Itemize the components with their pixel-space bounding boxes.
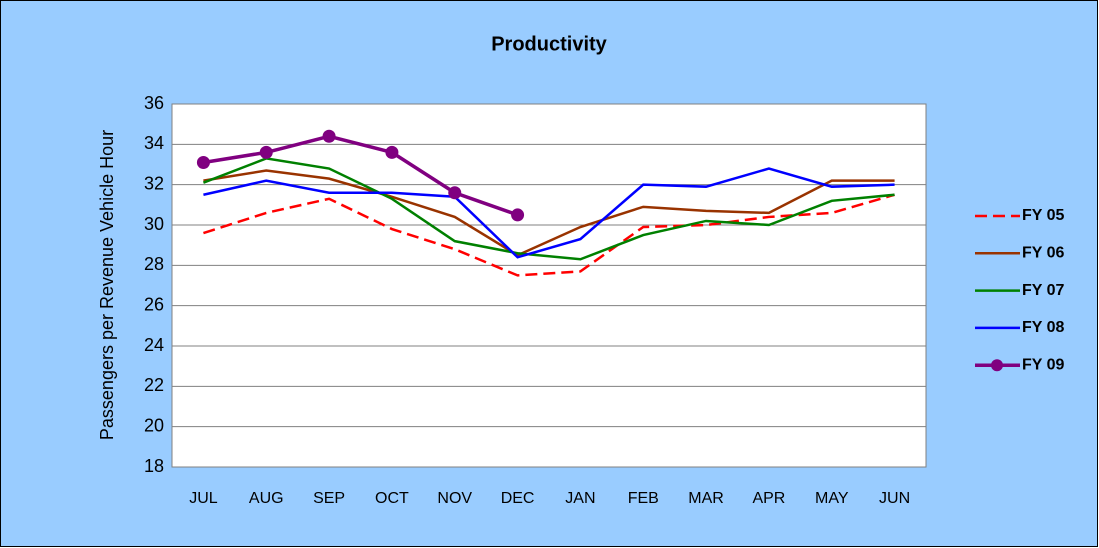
series-line: [203, 169, 895, 257]
series-marker: [259, 145, 273, 159]
x-tick-label: JUN: [879, 490, 910, 507]
x-tick-label: FEB: [628, 490, 659, 507]
series-line: [203, 134, 519, 217]
series-line: [203, 193, 895, 277]
y-tick-label: 28: [144, 254, 164, 274]
x-tick-label: DEC: [501, 490, 535, 507]
x-tick-label: MAY: [815, 490, 849, 507]
x-tick-label: JAN: [565, 490, 595, 507]
x-tick-label: APR: [752, 490, 785, 507]
y-tick-label: 24: [144, 335, 164, 355]
y-tick-label: 32: [144, 173, 164, 193]
legend-label: FY 08: [1022, 319, 1065, 336]
legend-label: FY 05: [1022, 207, 1065, 224]
y-tick-label: 36: [144, 93, 164, 113]
y-tick-label: 18: [144, 456, 164, 476]
x-tick-label: MAR: [688, 490, 724, 507]
y-tick-label: 22: [144, 375, 164, 395]
y-tick-label: 26: [144, 294, 164, 314]
series-line: [203, 167, 895, 259]
x-tick-label: NOV: [437, 490, 472, 507]
x-tick-label: AUG: [249, 490, 284, 507]
y-tick-label: 20: [144, 415, 164, 435]
y-axis-label: Passengers per Revenue Vehicle Hour: [97, 130, 117, 440]
legend-marker: [991, 359, 1003, 372]
series-marker: [511, 208, 525, 222]
series-marker: [196, 155, 210, 169]
series-marker: [385, 145, 399, 159]
x-tick-label: SEP: [313, 490, 345, 507]
legend-label: FY 06: [1022, 245, 1065, 262]
series-line: [202, 157, 895, 261]
y-tick-label: 30: [144, 214, 164, 234]
chart-title: Productivity: [491, 33, 607, 55]
x-tick-label: OCT: [375, 490, 409, 507]
legend-label: FY 07: [1022, 282, 1065, 299]
plot-area: [171, 103, 927, 468]
y-tick-label: 34: [144, 133, 164, 153]
legend-label: FY 09: [1022, 356, 1065, 373]
series-marker: [448, 186, 462, 200]
x-tick-label: JUL: [189, 490, 218, 507]
series-marker: [322, 129, 336, 143]
